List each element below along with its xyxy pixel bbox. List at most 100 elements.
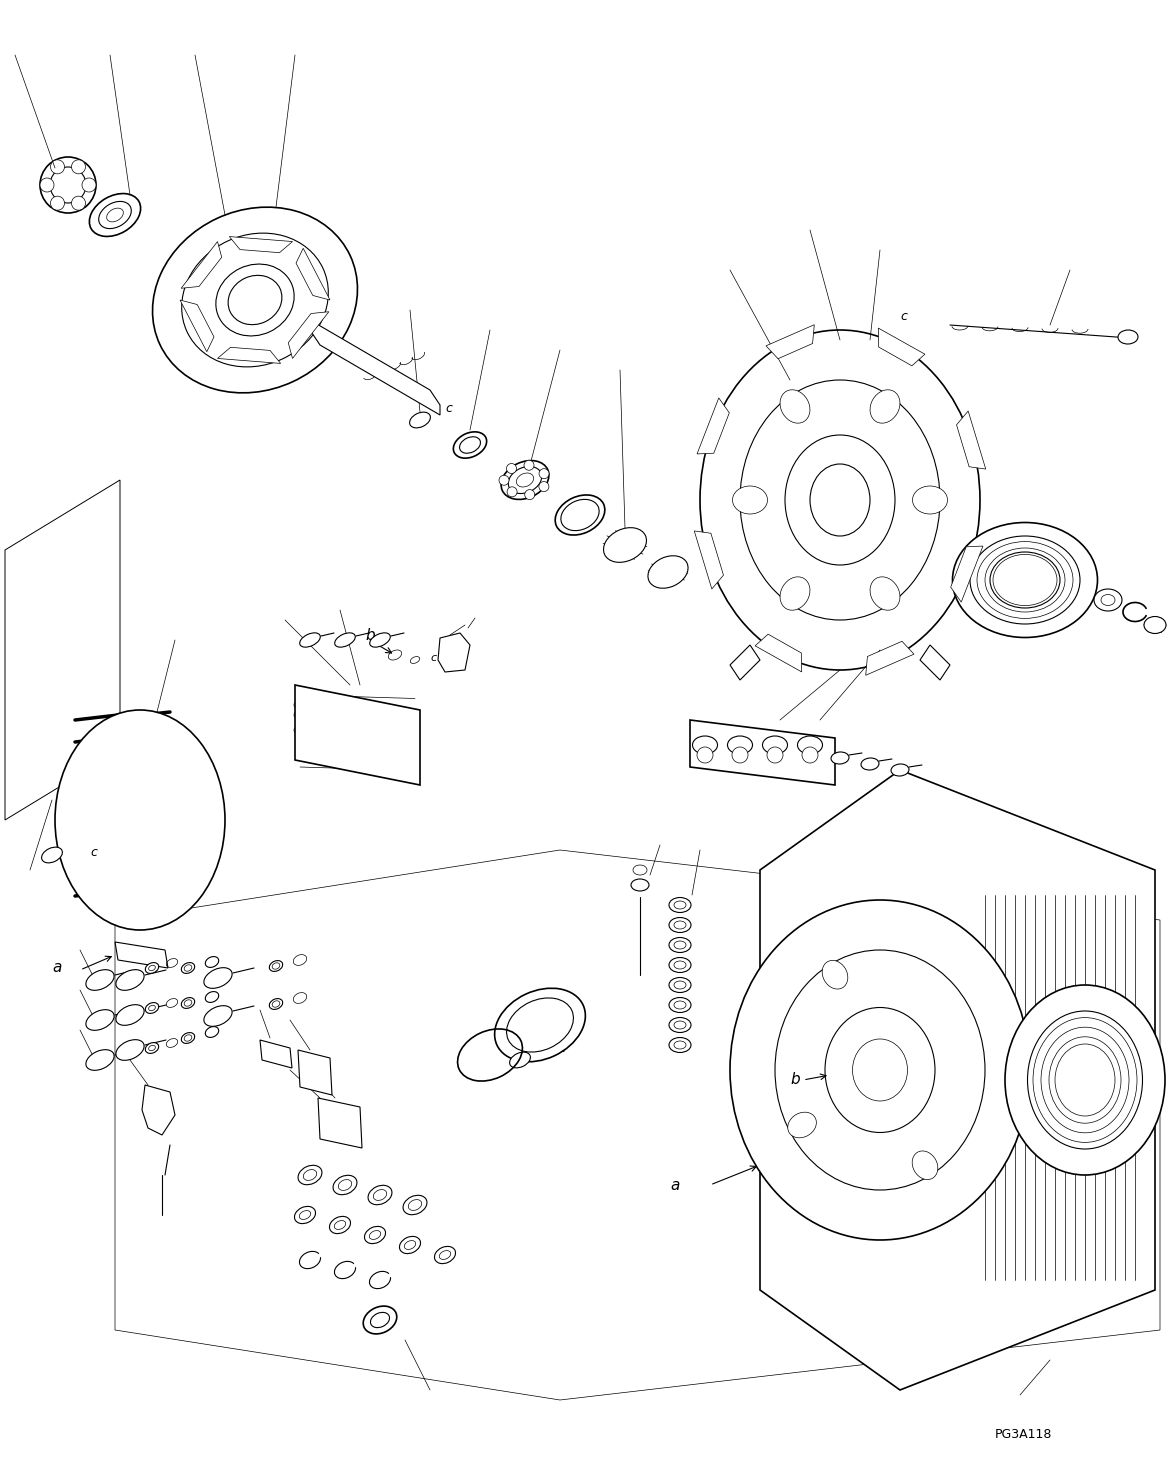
Polygon shape [760,769,1155,1390]
Text: b: b [790,1072,800,1087]
Ellipse shape [730,900,1030,1240]
Ellipse shape [700,329,980,670]
Ellipse shape [798,736,822,755]
Polygon shape [694,530,723,589]
Ellipse shape [693,736,717,755]
Ellipse shape [300,632,320,647]
Ellipse shape [1118,329,1138,344]
Ellipse shape [728,736,752,755]
Circle shape [50,197,64,210]
Ellipse shape [912,487,947,514]
Ellipse shape [399,1237,420,1253]
Ellipse shape [669,918,691,932]
Ellipse shape [298,1166,322,1185]
Polygon shape [318,1099,362,1148]
Circle shape [71,160,85,173]
Ellipse shape [822,960,848,989]
Ellipse shape [294,710,310,720]
Ellipse shape [410,412,430,428]
Ellipse shape [116,1040,144,1061]
Ellipse shape [434,1246,456,1263]
Text: c: c [90,847,97,860]
Text: c: c [558,1042,565,1055]
Circle shape [767,747,783,763]
Ellipse shape [1143,616,1166,634]
Circle shape [132,947,148,963]
Polygon shape [260,1040,292,1068]
Polygon shape [229,236,292,252]
Circle shape [524,490,535,500]
Ellipse shape [90,194,140,236]
Ellipse shape [270,960,283,972]
Polygon shape [865,641,915,675]
Ellipse shape [335,632,355,647]
Polygon shape [180,300,214,351]
Ellipse shape [830,752,849,763]
Text: c: c [430,653,436,663]
Ellipse shape [870,390,901,423]
Polygon shape [296,248,331,300]
Circle shape [82,178,96,192]
Text: c: c [901,309,906,322]
Ellipse shape [116,970,144,991]
Text: a: a [53,960,62,975]
Ellipse shape [555,495,605,535]
Circle shape [538,482,549,491]
Ellipse shape [204,1005,232,1026]
Ellipse shape [86,1010,114,1030]
Ellipse shape [669,978,691,992]
Circle shape [732,747,748,763]
Ellipse shape [364,1227,385,1244]
Ellipse shape [181,998,195,1008]
Ellipse shape [329,1217,350,1234]
Ellipse shape [228,275,281,325]
Ellipse shape [861,758,880,771]
Ellipse shape [270,998,283,1010]
Ellipse shape [55,710,225,930]
Circle shape [697,747,712,763]
Ellipse shape [669,957,691,972]
Ellipse shape [669,937,691,953]
Circle shape [40,178,54,192]
Ellipse shape [633,865,647,876]
Ellipse shape [333,1176,357,1195]
Polygon shape [181,242,222,288]
Ellipse shape [86,1049,114,1071]
Circle shape [50,160,64,173]
Ellipse shape [368,1186,392,1205]
Ellipse shape [952,523,1098,638]
Ellipse shape [294,726,310,734]
Ellipse shape [912,1151,938,1180]
Polygon shape [730,645,760,680]
Polygon shape [920,645,950,680]
Polygon shape [697,398,729,455]
Polygon shape [951,546,983,602]
Polygon shape [114,943,168,967]
Ellipse shape [42,847,62,863]
Ellipse shape [453,431,487,457]
Ellipse shape [145,963,159,973]
Polygon shape [142,1085,175,1135]
Ellipse shape [870,577,901,610]
Ellipse shape [145,1002,159,1014]
Ellipse shape [294,1206,315,1224]
Ellipse shape [604,527,646,562]
Ellipse shape [1004,985,1164,1174]
Polygon shape [755,634,801,672]
Ellipse shape [509,1052,530,1068]
Polygon shape [217,347,280,363]
Ellipse shape [669,1037,691,1052]
Polygon shape [957,411,986,469]
Ellipse shape [181,1033,195,1043]
Ellipse shape [732,487,767,514]
Circle shape [71,197,85,210]
Ellipse shape [669,898,691,912]
Polygon shape [310,321,440,415]
Ellipse shape [787,1112,816,1138]
Polygon shape [766,325,814,358]
Ellipse shape [669,998,691,1013]
Ellipse shape [204,967,232,988]
Polygon shape [298,1050,332,1096]
Ellipse shape [780,390,809,423]
Text: PG3A118: PG3A118 [995,1428,1052,1441]
